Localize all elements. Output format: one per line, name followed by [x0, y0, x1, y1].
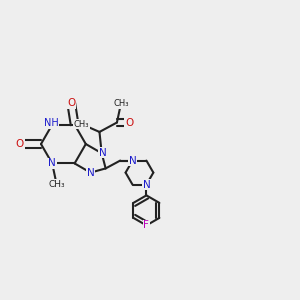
Text: F: F [143, 220, 149, 230]
Text: N: N [48, 158, 56, 168]
Text: O: O [67, 98, 75, 108]
Text: O: O [125, 118, 134, 128]
Text: CH₃: CH₃ [48, 180, 65, 189]
Text: N: N [99, 148, 106, 158]
Text: N: N [87, 168, 94, 178]
Text: CH₃: CH₃ [74, 120, 89, 129]
Text: CH₃: CH₃ [113, 99, 129, 108]
Text: N: N [142, 180, 150, 190]
Text: N: N [129, 156, 136, 166]
Text: O: O [16, 139, 24, 149]
Text: NH: NH [44, 118, 59, 128]
